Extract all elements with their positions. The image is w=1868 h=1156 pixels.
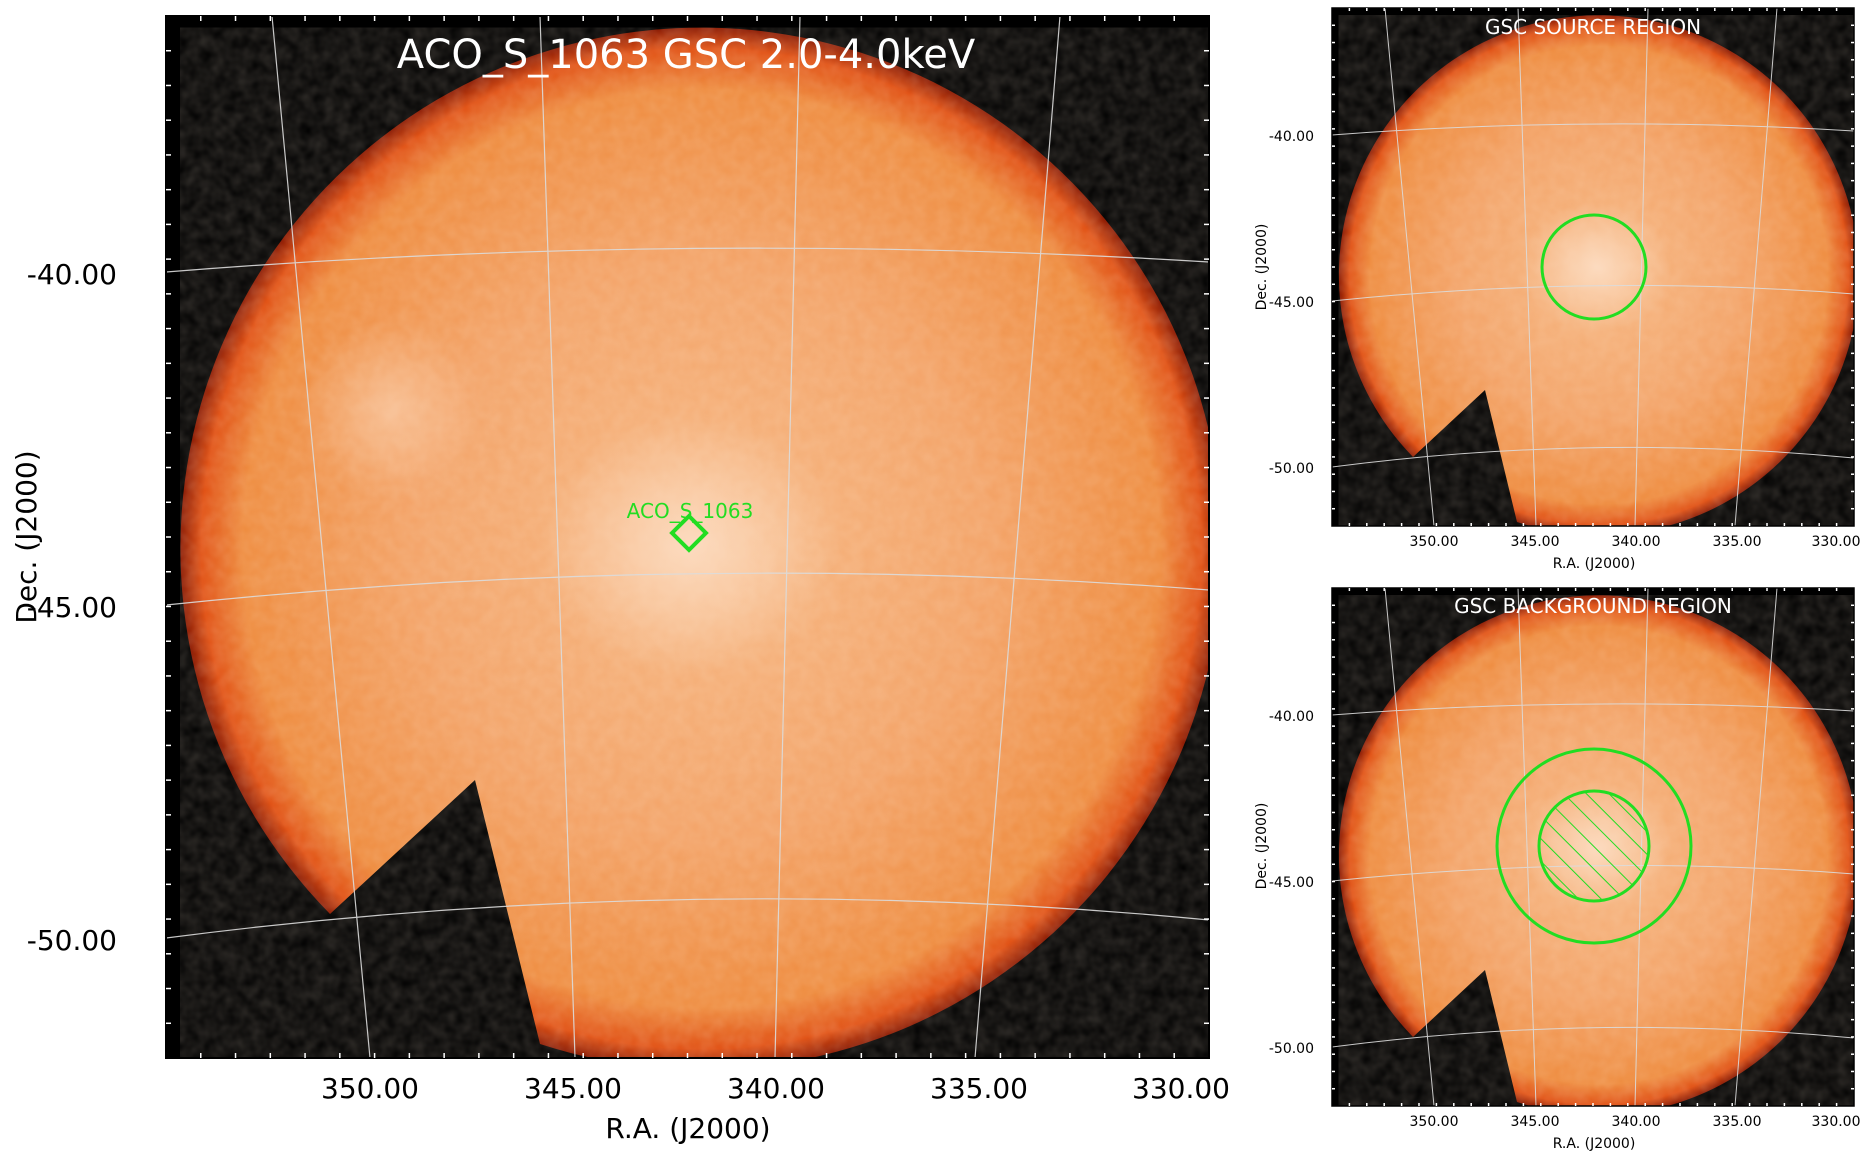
main-xtick-label: 345.00 [524,1072,622,1105]
main-ylabel: Dec. (J2000) [10,450,43,623]
source-title: GSC SOURCE REGION [1485,15,1701,39]
main-panel: ACO_S_1063 GSC 2.0-4.0keV ACO_S_1063 -40… [10,15,1230,1145]
background-coordinate-grid [1332,588,1854,1106]
main-xlabel: R.A. (J2000) [605,1112,770,1145]
source-ylabel: Dec. (J2000) [1254,224,1270,311]
background-ytick-label: -40.00 [1269,709,1314,725]
background-ytick-label: -50.00 [1269,1041,1314,1057]
main-xtick-label: 350.00 [321,1072,419,1105]
background-tick-marks [1332,588,1854,1106]
source-ytick-label: -40.00 [1269,129,1314,145]
background-xtick-label: 345.00 [1511,1114,1560,1130]
background-xtick-label: 335.00 [1713,1114,1762,1130]
main-cluster-emission [540,415,840,675]
main-title: ACO_S_1063 GSC 2.0-4.0keV [397,32,976,78]
source-xtick-label: 345.00 [1511,534,1560,550]
background-xtick-label: 330.00 [1812,1114,1861,1130]
source-region-circle [1540,213,1648,321]
background-panel: GSC BACKGROUND REGION -40.00 -45.00 -50.… [1254,587,1861,1152]
source-xlabel: R.A. (J2000) [1553,556,1636,572]
main-xtick-label: 340.00 [727,1072,825,1105]
source-coordinate-grid [1332,8,1854,526]
background-ytick-label: -45.00 [1269,875,1314,891]
source-ytick-label: -45.00 [1269,295,1314,311]
source-xtick-label: 340.00 [1612,534,1661,550]
source-panel: GSC SOURCE REGION -40.00 -45.00 -50.00 3… [1254,7,1861,572]
background-xtick-label: 350.00 [1410,1114,1459,1130]
background-ylabel: Dec. (J2000) [1254,803,1270,890]
main-coordinate-grid [166,16,1209,1058]
background-annulus-outer-circle [1495,747,1693,945]
background-xlabel: R.A. (J2000) [1553,1136,1636,1152]
source-xtick-label: 335.00 [1713,534,1762,550]
main-secondary-emission [300,320,480,500]
background-title: GSC BACKGROUND REGION [1454,594,1732,618]
source-ytick-label: -50.00 [1269,461,1314,477]
main-ytick-label: -45.00 [27,591,117,624]
main-xtick-label: 335.00 [930,1072,1028,1105]
background-xtick-label: 340.00 [1612,1114,1661,1130]
main-ytick-label: -50.00 [27,924,117,957]
source-cluster-emission [1522,202,1672,332]
source-xtick-label: 330.00 [1812,534,1861,550]
source-xtick-label: 350.00 [1410,534,1459,550]
cluster-marker-label: ACO_S_1063 [627,499,754,523]
cluster-diamond-icon [669,513,709,553]
main-tick-marks [166,16,1209,1058]
background-excluded-inner-circle [1537,789,1651,903]
source-tick-marks [1332,8,1854,526]
main-cluster-marker: ACO_S_1063 [627,499,754,553]
main-ytick-label: -40.00 [27,258,117,291]
main-xtick-label: 330.00 [1132,1072,1230,1105]
